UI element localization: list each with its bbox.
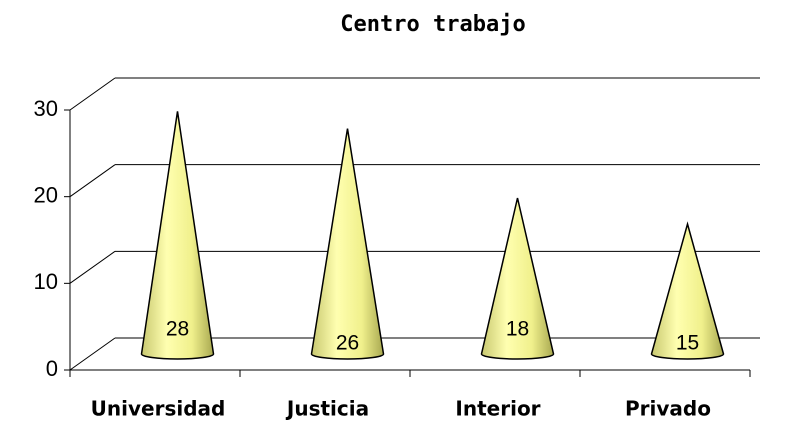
value-label: 15 [676, 332, 699, 355]
cone [480, 197, 555, 360]
y-tick-label: 30 [34, 96, 58, 121]
y-tick-label: 10 [34, 269, 58, 294]
grid-line [69, 164, 116, 198]
x-tick-label: Interior [455, 397, 540, 421]
grid-line [69, 77, 116, 111]
value-label: 28 [166, 318, 189, 341]
grid-line [69, 337, 116, 371]
x-tick-label: Universidad [91, 397, 226, 421]
cone [310, 128, 385, 360]
chart-title: Centro trabajo [340, 12, 525, 37]
y-tick-label: 20 [34, 182, 58, 207]
x-tick-label: Justicia [285, 397, 369, 421]
cone [650, 221, 725, 360]
cone [140, 111, 215, 360]
value-label: 18 [506, 318, 529, 341]
y-tick-label: 0 [46, 356, 58, 381]
x-tick-label: Privado [625, 397, 711, 421]
grid-line [69, 250, 116, 284]
value-label: 26 [336, 332, 359, 355]
